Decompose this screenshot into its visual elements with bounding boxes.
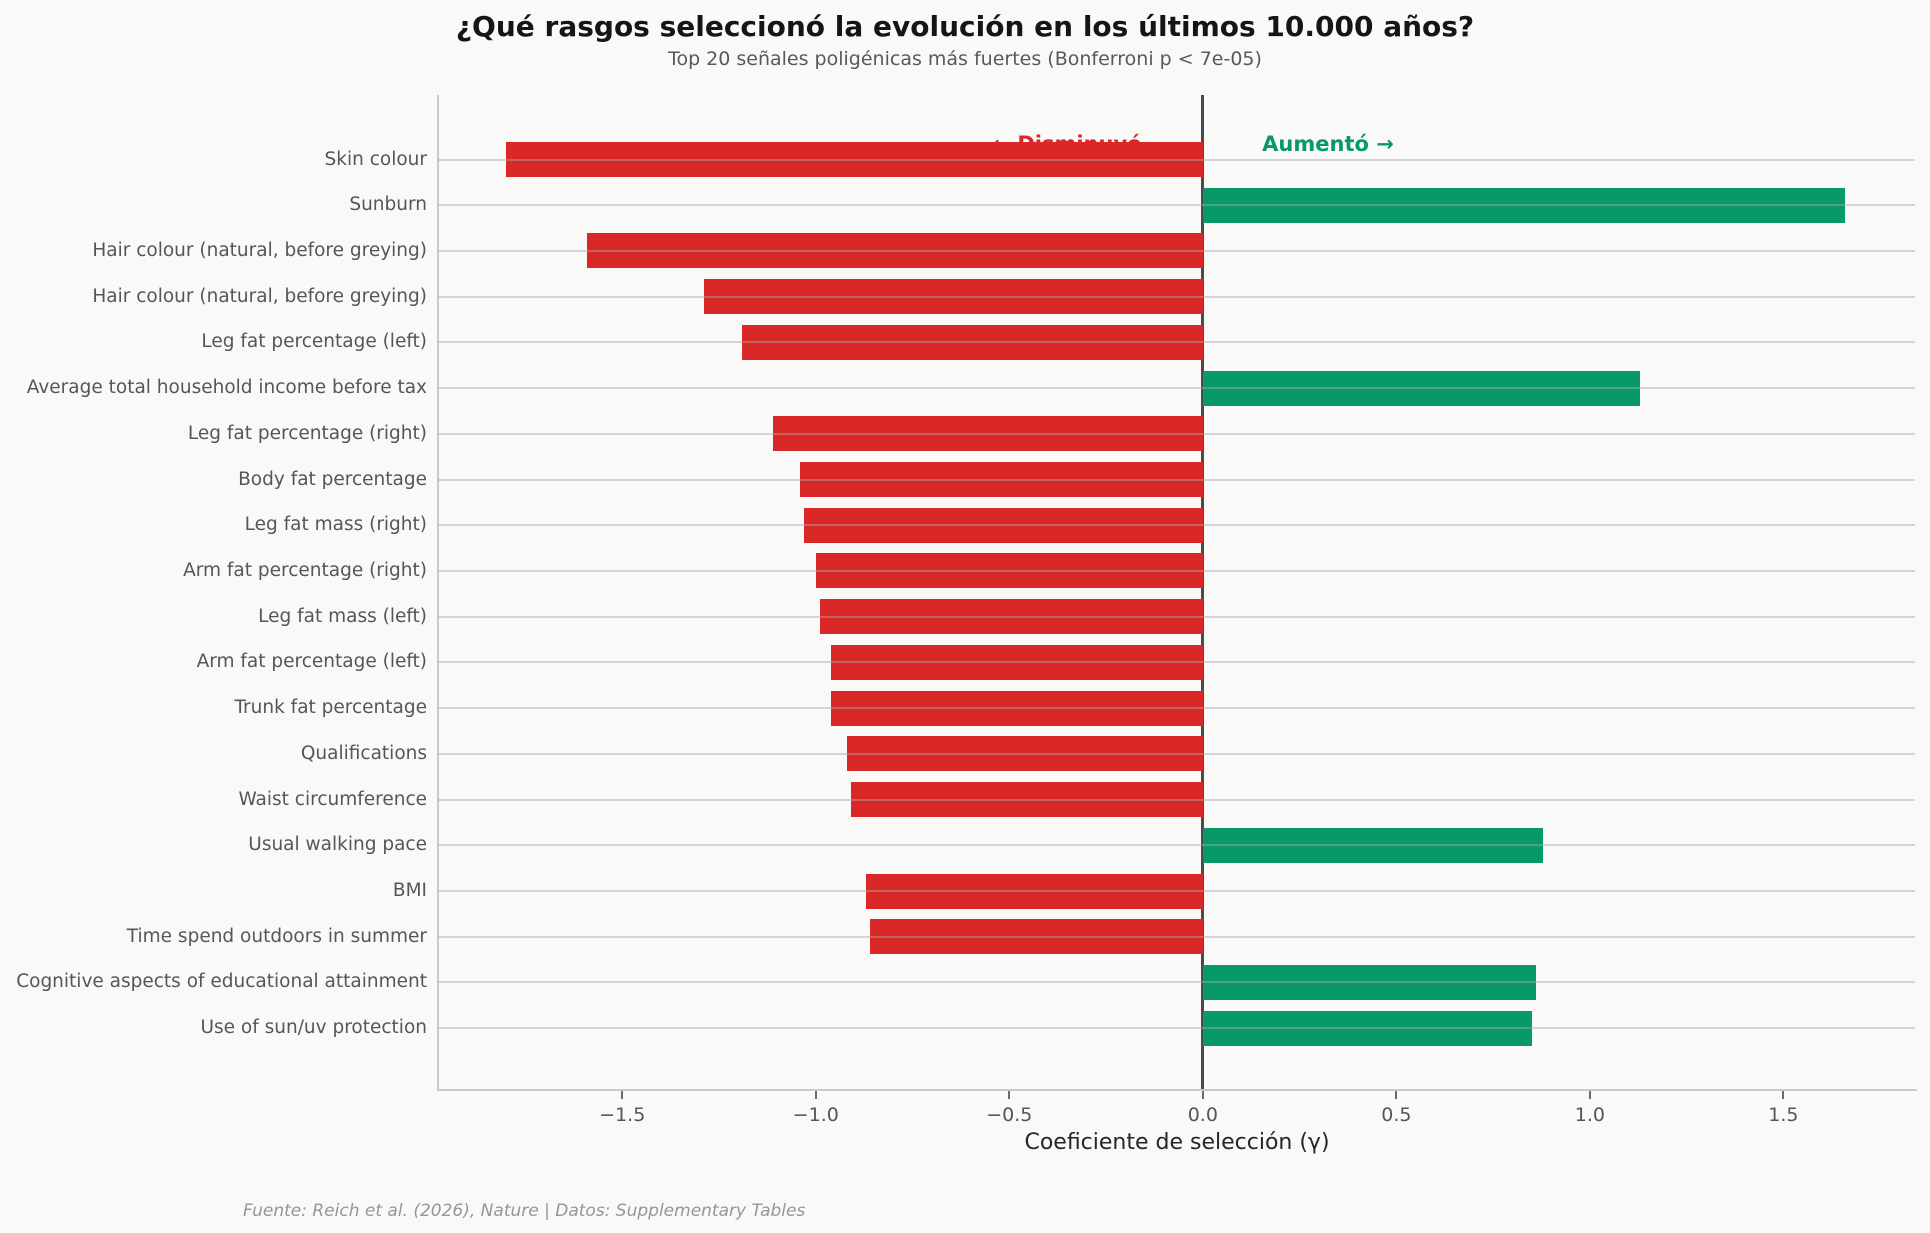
y-axis-category-label: Average total household income before ta… bbox=[26, 377, 427, 399]
y-axis-category-label: Use of sun/uv protection bbox=[200, 1017, 427, 1039]
x-tick-label: 1.5 bbox=[1768, 1104, 1799, 1126]
chart-subtitle: Top 20 señales poligénicas más fuertes (… bbox=[668, 48, 1262, 70]
gridline bbox=[438, 661, 1915, 664]
gridline bbox=[438, 341, 1915, 344]
gridline bbox=[438, 935, 1915, 938]
bar bbox=[773, 416, 1203, 452]
x-tick-mark bbox=[1008, 1091, 1011, 1099]
x-tick-label: 0.5 bbox=[1381, 1104, 1412, 1126]
x-tick-mark bbox=[814, 1091, 817, 1099]
y-axis-category-label: Arm fat percentage (right) bbox=[183, 559, 427, 581]
y-axis-category-label: Leg fat percentage (left) bbox=[201, 331, 427, 353]
y-axis-category-label: Time spend outdoors in summer bbox=[126, 925, 427, 947]
bar bbox=[742, 324, 1203, 360]
y-axis-category-label: Leg fat mass (left) bbox=[258, 605, 427, 627]
gridline bbox=[438, 569, 1915, 572]
x-tick-mark bbox=[1782, 1091, 1785, 1099]
y-axis-spine bbox=[437, 95, 439, 1089]
gridline bbox=[438, 981, 1915, 984]
x-tick-mark bbox=[1395, 1091, 1398, 1099]
gridline bbox=[438, 707, 1915, 710]
x-tick-mark bbox=[621, 1091, 624, 1099]
gridline bbox=[438, 844, 1915, 847]
bar bbox=[1202, 827, 1544, 863]
bar bbox=[1202, 187, 1846, 223]
y-axis-category-label: Hair colour (natural, before greying) bbox=[92, 285, 427, 307]
x-tick-label: −1.0 bbox=[792, 1104, 839, 1126]
bar bbox=[1202, 1010, 1532, 1046]
bar bbox=[1202, 964, 1536, 1000]
gridline bbox=[438, 524, 1915, 527]
y-axis-category-label: Usual walking pace bbox=[248, 834, 427, 856]
bar bbox=[866, 873, 1203, 909]
x-axis-spine bbox=[437, 1089, 1917, 1091]
y-axis-category-label: Sunburn bbox=[349, 194, 427, 216]
gridline bbox=[438, 890, 1915, 893]
bar bbox=[850, 782, 1203, 818]
y-axis-category-label: Arm fat percentage (left) bbox=[196, 651, 427, 673]
y-axis-category-label: Qualifications bbox=[300, 742, 427, 764]
gridline bbox=[438, 295, 1915, 298]
gridline bbox=[438, 615, 1915, 618]
annotation-increased: Aumentó → bbox=[1262, 132, 1394, 156]
gridline bbox=[438, 752, 1915, 755]
bar bbox=[819, 599, 1203, 635]
y-axis-category-label: Hair colour (natural, before greying) bbox=[92, 239, 427, 261]
gridline bbox=[438, 204, 1915, 207]
y-axis-category-label: Trunk fat percentage bbox=[234, 697, 427, 719]
x-tick-label: 1.0 bbox=[1574, 1104, 1605, 1126]
bar bbox=[587, 233, 1203, 269]
gridline bbox=[438, 798, 1915, 801]
y-axis-category-label: BMI bbox=[392, 880, 427, 902]
x-tick-label: −1.5 bbox=[599, 1104, 646, 1126]
source-note: Fuente: Reich et al. (2026), Nature | Da… bbox=[243, 1201, 806, 1221]
y-axis-category-label: Waist circumference bbox=[238, 788, 427, 810]
x-tick-mark bbox=[1588, 1091, 1591, 1099]
x-axis-label: Coeficiente de selección (γ) bbox=[1024, 1130, 1330, 1155]
gridline bbox=[438, 432, 1915, 435]
chart-title: ¿Qué rasgos seleccionó la evolución en l… bbox=[455, 10, 1475, 43]
gridline bbox=[438, 158, 1915, 161]
x-tick-label: −0.5 bbox=[986, 1104, 1033, 1126]
bar bbox=[869, 919, 1203, 955]
bar bbox=[831, 690, 1203, 726]
y-axis-category-label: Cognitive aspects of educational attainm… bbox=[16, 971, 427, 993]
gridline bbox=[438, 387, 1915, 390]
x-tick-label: 0.0 bbox=[1187, 1104, 1218, 1126]
y-axis-category-label: Leg fat mass (right) bbox=[244, 514, 427, 536]
gridline bbox=[438, 249, 1915, 252]
bar bbox=[804, 507, 1203, 543]
bar bbox=[846, 736, 1203, 772]
gridline bbox=[438, 1027, 1915, 1030]
bar bbox=[815, 553, 1203, 589]
y-axis-category-label: Skin colour bbox=[324, 148, 427, 170]
bar bbox=[506, 142, 1203, 177]
y-axis-category-label: Leg fat percentage (right) bbox=[187, 422, 427, 444]
zero-line bbox=[1201, 95, 1205, 1089]
bar bbox=[800, 462, 1203, 498]
gridline bbox=[438, 478, 1915, 481]
y-axis-category-label: Body fat percentage bbox=[238, 468, 427, 490]
bar bbox=[1202, 370, 1641, 406]
bar bbox=[831, 644, 1203, 680]
bar bbox=[703, 279, 1203, 315]
x-tick-mark bbox=[1201, 1091, 1204, 1099]
